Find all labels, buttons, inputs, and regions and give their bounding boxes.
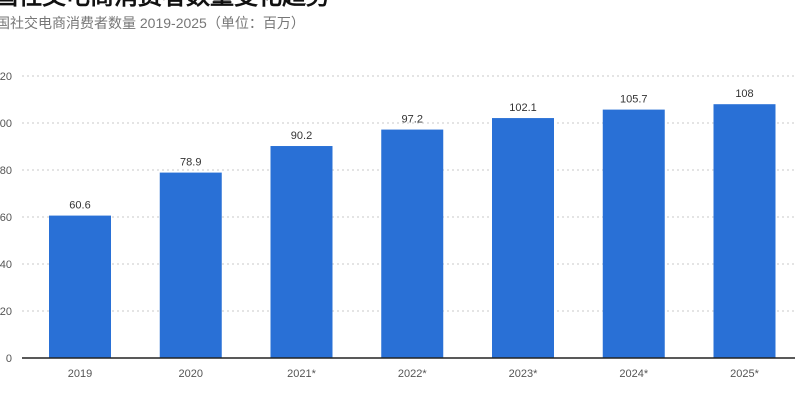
value-label-2024: 105.7 xyxy=(620,94,648,106)
value-label-2021: 90.2 xyxy=(291,130,312,142)
chart-title: 国社交电商消费者数量变化趋势 xyxy=(0,0,330,12)
bar-2020 xyxy=(159,172,222,358)
bar-2023 xyxy=(492,118,554,358)
x-tick-label-2024: 2024* xyxy=(619,368,648,380)
value-label-2019: 60.6 xyxy=(69,200,90,212)
chart-subtitle: 国社交电商消费者数量 2019-2025（单位：百万） xyxy=(0,15,305,31)
x-tick-label-2021: 2021* xyxy=(287,368,316,380)
bar-2022 xyxy=(381,129,444,358)
value-label-2022: 97.2 xyxy=(402,114,423,126)
x-tick-label-2020: 2020 xyxy=(179,368,203,380)
y-tick-label-100: 100 xyxy=(0,118,12,130)
value-label-2023: 102.1 xyxy=(509,102,537,114)
bar-2019 xyxy=(49,215,111,358)
y-tick-label-20: 20 xyxy=(0,306,12,318)
value-label-2025: 108 xyxy=(735,88,753,100)
x-tick-label-2019: 2019 xyxy=(68,368,92,380)
bar-2024 xyxy=(602,109,665,358)
y-tick-label-80: 80 xyxy=(0,165,12,177)
y-tick-label-120: 120 xyxy=(0,71,12,83)
x-tick-label-2023: 2023* xyxy=(509,368,538,380)
y-tick-label-0: 0 xyxy=(6,353,12,365)
x-tick-label-2025: 2025* xyxy=(730,368,759,380)
x-tick-label-2022: 2022* xyxy=(398,368,427,380)
y-tick-label-40: 40 xyxy=(0,259,12,271)
value-label-2020: 78.9 xyxy=(180,157,201,169)
bar-2021 xyxy=(270,146,333,358)
y-tick-label-60: 60 xyxy=(0,212,12,224)
bar-2025 xyxy=(713,104,776,358)
